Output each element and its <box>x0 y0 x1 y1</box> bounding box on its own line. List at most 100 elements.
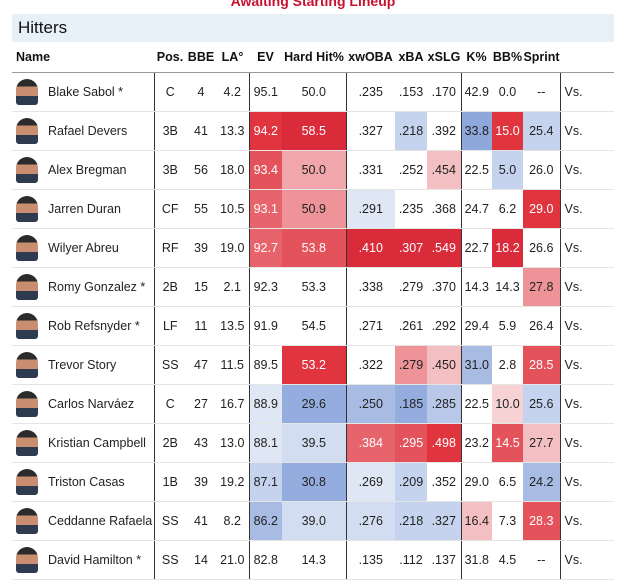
stat-xba: .261 <box>395 306 427 346</box>
stat-bbe: 39 <box>186 228 216 268</box>
stat-xslg: .368 <box>427 189 462 229</box>
player-headshot-icon <box>16 79 38 105</box>
stat-sprint: 25.6 <box>523 384 561 424</box>
player-name[interactable]: Blake Sabol * <box>48 85 124 99</box>
player-name[interactable]: Jarren Duran <box>48 202 121 216</box>
player-name[interactable]: Wilyer Abreu <box>48 241 119 255</box>
table-row[interactable]: Romy Gonzalez * 2B 15 2.1 92.3 53.3.338.279.3… <box>12 267 614 307</box>
stat-xslg: .498 <box>427 423 462 463</box>
stat-bb: 10.0 <box>492 384 523 424</box>
player-name[interactable]: Alex Bregman <box>48 163 127 177</box>
col-header-ev[interactable]: EV <box>249 42 282 73</box>
stat-ev: 86.2 <box>249 501 282 541</box>
player-cell[interactable]: Carlos Narváez <box>12 384 155 424</box>
stat-la: 10.5 <box>216 189 250 229</box>
stat-la: 19.2 <box>216 462 250 502</box>
stat-hardhit: 53.3 <box>282 267 347 307</box>
stat-la: 13.5 <box>216 306 250 346</box>
player-name[interactable]: Kristian Campbell <box>48 436 146 450</box>
hitters-table: Name Pos. BBE LA° EV Hard Hit% xwOBA xBA… <box>12 42 614 580</box>
player-cell[interactable]: Rob Refsnyder * <box>12 306 155 346</box>
stat-xwoba: .291 <box>346 189 395 229</box>
table-row[interactable]: Triston Casas 1B 39 19.2 87.1 30.8.269.209.35… <box>12 462 614 502</box>
player-name[interactable]: Rafael Devers <box>48 124 128 138</box>
col-header-xwoba[interactable]: xwOBA <box>346 42 395 73</box>
stat-xslg: .285 <box>427 384 462 424</box>
col-header-bb[interactable]: BB% <box>492 42 523 73</box>
table-row[interactable]: Rafael Devers 3B 41 13.3 94.2 58.5.327.218.39… <box>12 111 614 151</box>
player-cell[interactable]: Kristian Campbell <box>12 423 155 463</box>
stat-bbe: 41 <box>186 111 216 151</box>
player-cell[interactable]: Alex Bregman <box>12 150 155 190</box>
table-row[interactable]: Kristian Campbell 2B 43 13.0 88.1 39.5.384.29… <box>12 423 614 463</box>
player-cell[interactable]: Ceddanne Rafaela <box>12 501 155 541</box>
stat-xba: .279 <box>395 345 427 385</box>
col-header-la[interactable]: LA° <box>216 42 249 73</box>
stat-bb: 4.5 <box>492 540 523 580</box>
player-name[interactable]: Rob Refsnyder * <box>48 319 140 333</box>
player-cell[interactable]: Blake Sabol * <box>12 72 155 112</box>
col-header-xba[interactable]: xBA <box>395 42 427 73</box>
col-header-pos[interactable]: Pos. <box>154 42 186 73</box>
stat-xba: .307 <box>395 228 427 268</box>
stat-xslg: .454 <box>427 150 462 190</box>
table-row[interactable]: David Hamilton * SS 14 21.0 82.8 14.3.135.112… <box>12 540 614 580</box>
player-cell[interactable]: Wilyer Abreu <box>12 228 155 268</box>
stat-bbe: 14 <box>186 540 216 580</box>
stat-hardhit: 53.2 <box>282 345 347 385</box>
player-name[interactable]: Triston Casas <box>48 475 125 489</box>
table-row[interactable]: Alex Bregman 3B 56 18.0 93.4 50.0.331.252.454… <box>12 150 614 190</box>
player-cell[interactable]: Trevor Story <box>12 345 155 385</box>
stat-la: 4.2 <box>216 72 250 112</box>
stat-bb: 5.0 <box>492 150 523 190</box>
table-row[interactable]: Jarren Duran CF 55 10.5 93.1 50.9.291.235.368… <box>12 189 614 229</box>
stat-bb: 5.9 <box>492 306 523 346</box>
stat-xba: .209 <box>395 462 427 502</box>
player-name[interactable]: David Hamilton * <box>48 553 142 567</box>
stat-xba: .295 <box>395 423 427 463</box>
player-cell[interactable]: Jarren Duran <box>12 189 155 229</box>
stat-hardhit: 50.0 <box>282 72 347 112</box>
col-header-k[interactable]: K% <box>461 42 492 73</box>
col-header-sprint[interactable]: Sprint <box>523 42 560 73</box>
player-headshot-icon <box>16 313 38 339</box>
table-row[interactable]: Rob Refsnyder * LF 11 13.5 91.9 54.5.271.261.… <box>12 306 614 346</box>
stat-sprint: -- <box>523 540 561 580</box>
stat-hardhit: 39.0 <box>282 501 347 541</box>
player-headshot-icon <box>16 196 38 222</box>
stat-ev: 88.9 <box>249 384 282 424</box>
player-name[interactable]: Romy Gonzalez * <box>48 280 146 294</box>
col-header-bbe[interactable]: BBE <box>186 42 216 73</box>
versus-label: Vs. <box>560 540 614 580</box>
player-name[interactable]: Ceddanne Rafaela <box>48 514 153 528</box>
stat-k: 29.0 <box>461 462 492 502</box>
stat-k: 14.3 <box>461 267 492 307</box>
stat-bb: 15.0 <box>492 111 523 151</box>
table-row[interactable]: Trevor Story SS 47 11.5 89.5 53.2.322.279.450… <box>12 345 614 385</box>
versus-label: Vs. <box>560 423 614 463</box>
stat-bb: 6.2 <box>492 189 523 229</box>
stat-pos: CF <box>154 189 186 229</box>
stat-ev: 92.7 <box>249 228 282 268</box>
stat-pos: 3B <box>154 150 186 190</box>
versus-label: Vs. <box>560 345 614 385</box>
col-header-hardhit[interactable]: Hard Hit% <box>282 42 346 73</box>
player-cell[interactable]: Romy Gonzalez * <box>12 267 155 307</box>
player-cell[interactable]: Rafael Devers <box>12 111 155 151</box>
table-row[interactable]: Ceddanne Rafaela SS 41 8.2 86.2 39.0.276.218.… <box>12 501 614 541</box>
stat-xba: .185 <box>395 384 427 424</box>
player-headshot-icon <box>16 508 38 534</box>
player-cell[interactable]: David Hamilton * <box>12 540 155 580</box>
player-cell[interactable]: Triston Casas <box>12 462 155 502</box>
table-row[interactable]: Carlos Narváez C 27 16.7 88.9 29.6.250.185.28… <box>12 384 614 424</box>
player-name[interactable]: Trevor Story <box>48 358 117 372</box>
stat-ev: 95.1 <box>249 72 282 112</box>
table-row[interactable]: Blake Sabol * C 4 4.2 95.1 50.0.235.153.170 42… <box>12 72 614 112</box>
stat-hardhit: 39.5 <box>282 423 347 463</box>
col-header-xslg[interactable]: xSLG <box>427 42 461 73</box>
stat-sprint: 28.3 <box>523 501 561 541</box>
player-name[interactable]: Carlos Narváez <box>48 397 135 411</box>
table-row[interactable]: Wilyer Abreu RF 39 19.0 92.7 53.8.410.307.549… <box>12 228 614 268</box>
col-header-name[interactable]: Name <box>12 42 154 73</box>
stat-ev: 91.9 <box>249 306 282 346</box>
